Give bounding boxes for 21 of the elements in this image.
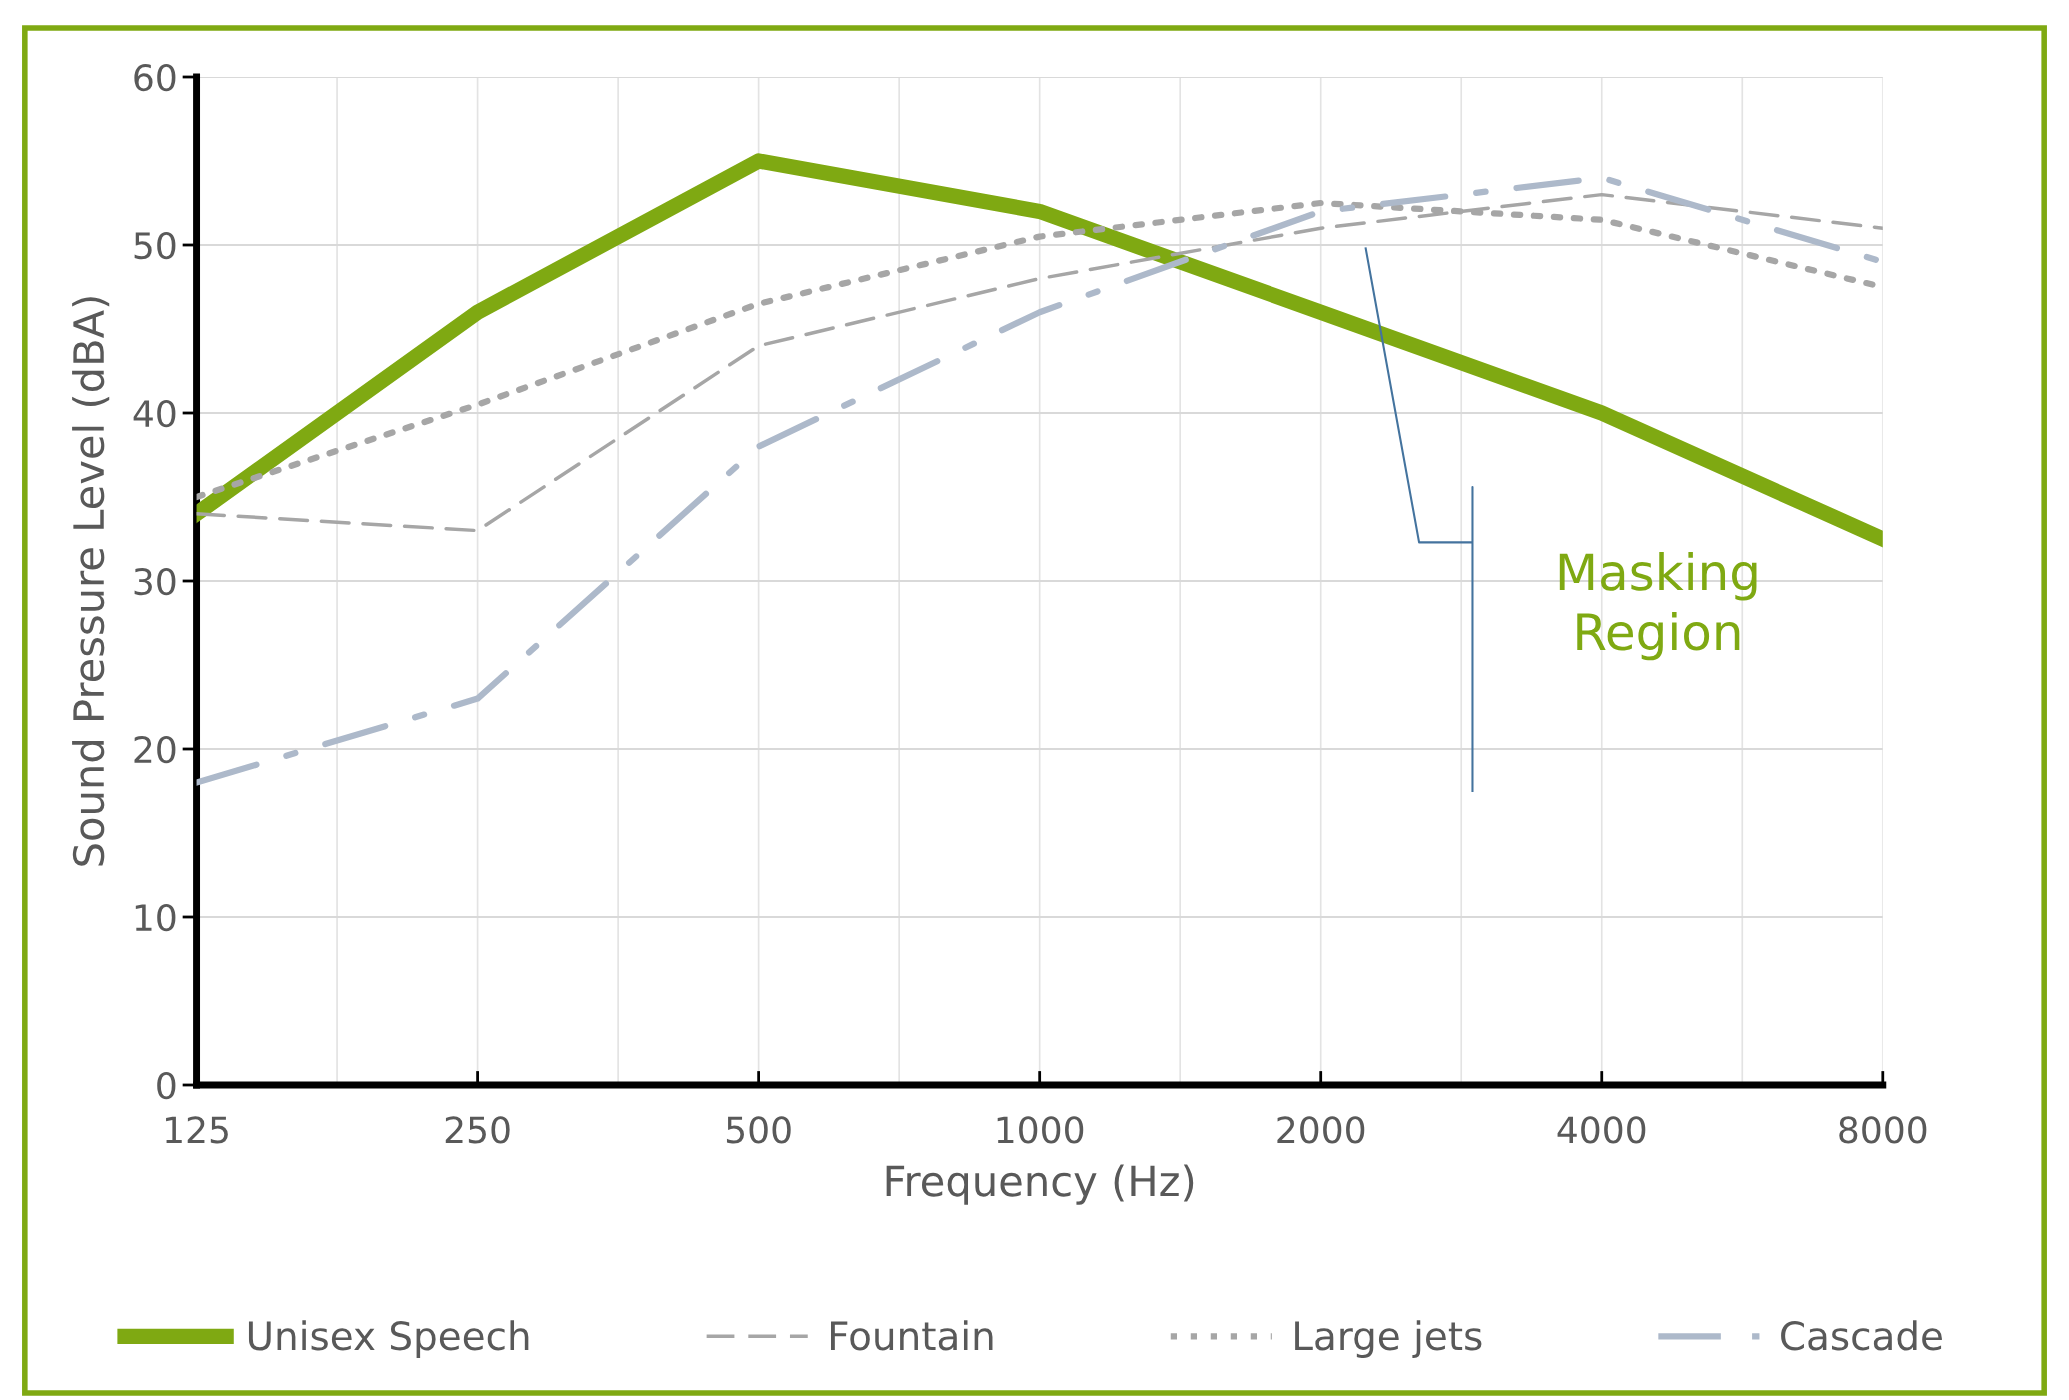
y-tick-label: 0 [157, 1071, 176, 1100]
y-tick-label: 40 [133, 399, 176, 428]
y-tick-label: 60 [134, 63, 176, 92]
x-tick-label: 125 [166, 1116, 228, 1144]
legend-label: Unisex Speech [248, 1320, 529, 1358]
x-tick-label: 500 [726, 1116, 791, 1144]
legend-label: Fountain [831, 1320, 993, 1351]
x-tick-label: 250 [445, 1116, 510, 1144]
x-tick-label: 1000 [997, 1116, 1084, 1144]
legend-label: Large jets [1295, 1320, 1482, 1358]
y-tick-label: 50 [134, 231, 176, 260]
legend-label: Cascade [1781, 1320, 1942, 1351]
y-tick-label: 10 [135, 903, 176, 932]
annotation: Masking Region [1559, 552, 1757, 661]
y-tick-label: 30 [134, 567, 176, 596]
x-tick-label: 2000 [1277, 1116, 1365, 1144]
x-tick-label: 8000 [1839, 1116, 1927, 1144]
y-tick-label: 20 [134, 735, 176, 764]
x-axis-title: Frequency (Hz) [886, 1164, 1194, 1205]
x-tick-label: 4000 [1557, 1116, 1646, 1144]
y-axis-title: Sound Pressure Level (dBA) [72, 297, 110, 866]
